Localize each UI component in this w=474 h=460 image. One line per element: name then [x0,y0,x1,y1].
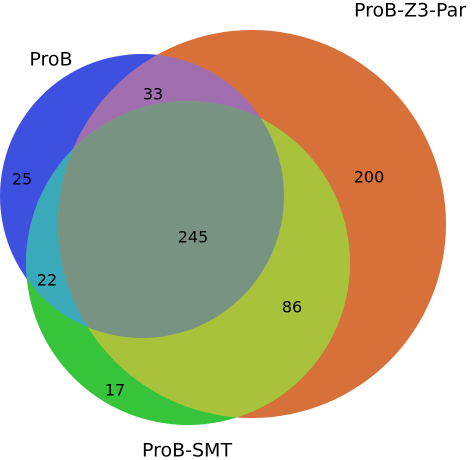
region-label: 245 [178,228,209,247]
set-label: ProB-SMT [142,440,232,460]
region-label: 200 [354,168,385,187]
region-label: 25 [12,170,32,189]
region-label: 22 [37,271,57,290]
region-label: 17 [105,381,125,400]
set-label: ProB-Z3-Par [354,0,466,22]
region-label: 33 [143,85,163,104]
region-label: 86 [282,298,302,317]
set-label: ProB [29,49,72,71]
